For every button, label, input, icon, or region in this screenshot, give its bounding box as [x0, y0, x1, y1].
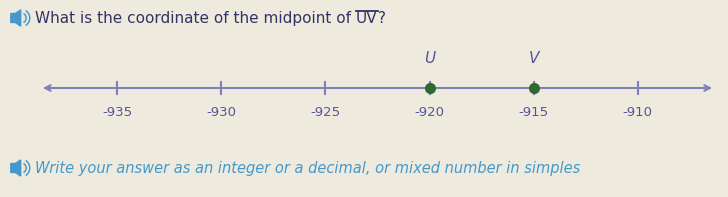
- Text: ?: ?: [378, 10, 386, 25]
- Text: -920: -920: [414, 106, 445, 119]
- Text: -915: -915: [518, 106, 549, 119]
- Text: Write your answer as an integer or a decimal, or mixed number in simples: Write your answer as an integer or a dec…: [35, 161, 580, 176]
- Polygon shape: [11, 160, 20, 176]
- Text: V: V: [529, 51, 539, 66]
- Text: UV: UV: [356, 10, 378, 25]
- Text: -925: -925: [310, 106, 341, 119]
- Text: What is the coordinate of the midpoint of: What is the coordinate of the midpoint o…: [35, 10, 356, 25]
- Text: -935: -935: [103, 106, 132, 119]
- Text: U: U: [424, 51, 435, 66]
- Text: -930: -930: [207, 106, 237, 119]
- Polygon shape: [11, 10, 20, 26]
- Text: -910: -910: [622, 106, 652, 119]
